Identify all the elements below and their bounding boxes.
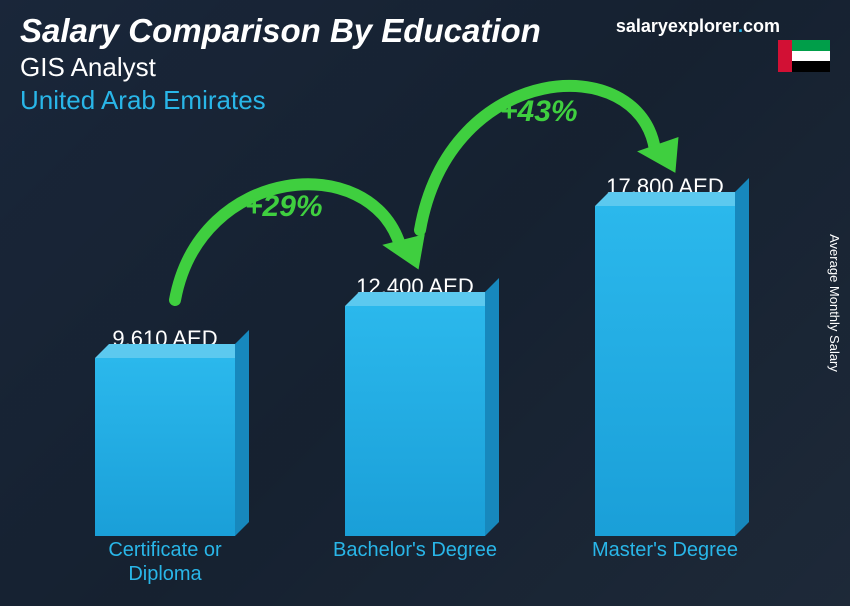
chart-subtitle: GIS Analyst (20, 52, 541, 83)
increase-percent: +29% (245, 190, 323, 224)
uae-flag-icon (778, 40, 830, 72)
site-watermark: salaryexplorer.com (616, 16, 780, 37)
chart-country: United Arab Emirates (20, 85, 541, 116)
x-axis-label: Master's Degree (575, 538, 755, 586)
bar-group: 17,800 AED (575, 174, 755, 536)
bar-chart: 9,610 AED 12,400 AED 17,800 AED Certificat… (40, 160, 790, 586)
bar (95, 358, 235, 536)
x-axis-label: Certificate or Diploma (75, 538, 255, 586)
bar-group: 9,610 AED (75, 326, 255, 536)
bar (345, 306, 485, 536)
chart-title: Salary Comparison By Education (20, 12, 541, 50)
x-axis-label: Bachelor's Degree (325, 538, 505, 586)
y-axis-label: Average Monthly Salary (827, 234, 842, 372)
bar (595, 206, 735, 536)
bar-group: 12,400 AED (325, 274, 505, 536)
increase-percent: +43% (500, 95, 578, 129)
